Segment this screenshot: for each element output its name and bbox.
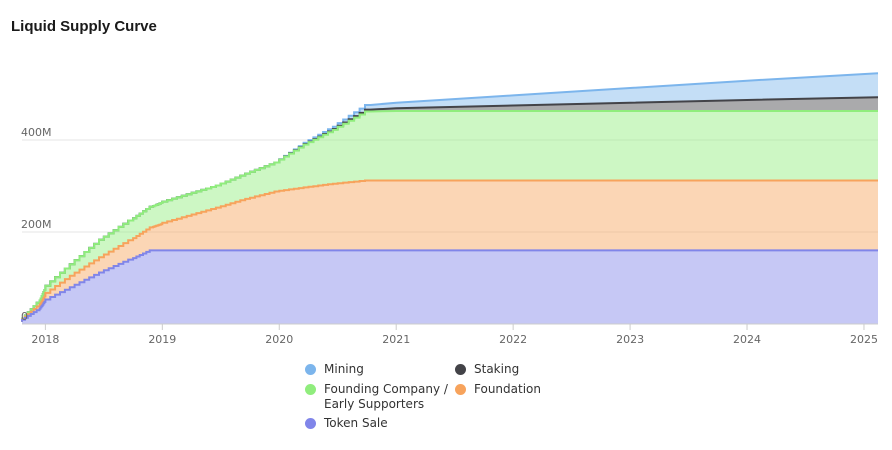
x-tick-label: 2019 [148,333,176,346]
x-tick-label: 2024 [733,333,761,346]
line-token-sale [21,249,878,322]
legend-label-mining: Mining [324,362,364,376]
legend-label-token-sale: Token Sale [324,416,388,430]
legend-dot-mining [305,364,316,375]
legend-label-foundation: Foundation [474,382,541,396]
line-foundation [21,179,878,322]
x-tick-label: 2021 [382,333,410,346]
area-foundation [22,180,878,322]
legend-label-founding-company: Founding Company / Early Supporters [324,382,448,411]
area-series [21,72,879,324]
y-tick-label: 200M [21,218,52,231]
area-token-sale [22,250,878,324]
legend-label-staking: Staking [474,362,520,376]
legend-item-founding-company[interactable]: Founding Company / Early Supporters [305,382,450,412]
x-tick-label: 2023 [616,333,644,346]
x-tick-label: 2018 [31,333,59,346]
x-tick-label: 2025 [850,333,878,346]
line-founding-company-early-supporters [21,110,878,322]
x-tick-label: 2020 [265,333,293,346]
legend-dot-foundation [455,384,466,395]
legend-item-mining[interactable]: Mining [305,362,364,377]
chart-title: Liquid Supply Curve [11,18,157,35]
y-axis-labels: 0 200M 400M [21,126,52,323]
legend-item-staking[interactable]: Staking [455,362,519,377]
y-tick-label: 400M [21,126,52,139]
legend-dot-founding-company [305,384,316,395]
y-tick-label: 0 [21,310,28,323]
x-axis: 2018 2019 2020 2021 2022 2023 2024 2025 [22,323,878,346]
legend-dot-staking [455,364,466,375]
legend-item-foundation[interactable]: Foundation [455,382,541,397]
legend-dot-token-sale [305,418,316,429]
legend-item-token-sale[interactable]: Token Sale [305,416,388,431]
x-tick-label: 2022 [499,333,527,346]
supply-chart: 2018 2019 2020 2021 2022 2023 2024 2025 0 200M 40… [21,72,879,346]
area-founding-company-early-supporters [22,111,878,322]
